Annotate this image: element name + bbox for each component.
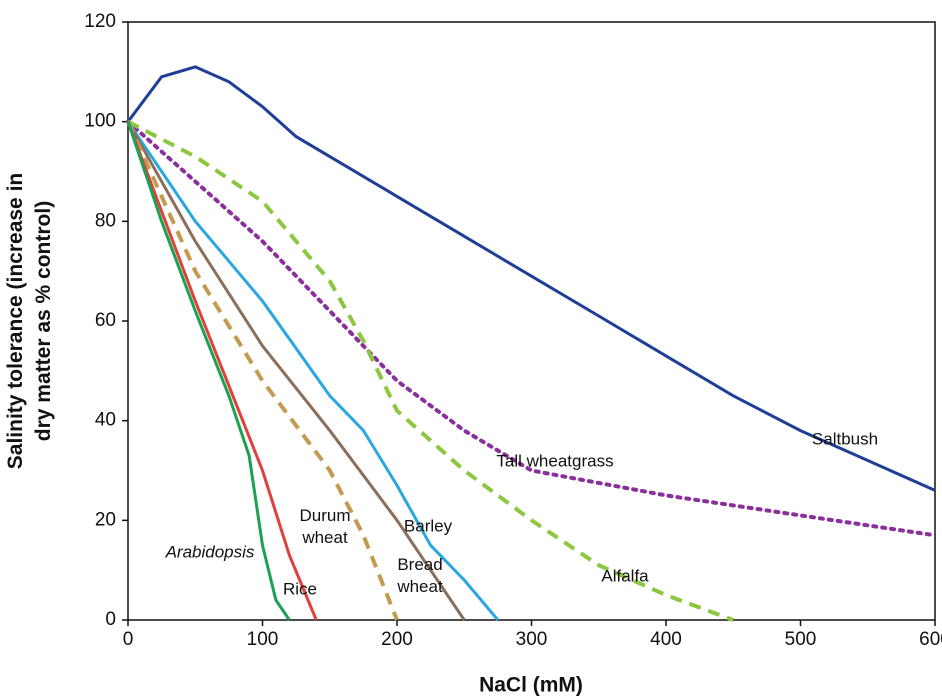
y-tick-label: 80 [95, 210, 116, 231]
y-tick-label: 120 [84, 11, 116, 32]
plot-frame [127, 21, 936, 621]
y-tick-label: 100 [84, 111, 116, 132]
series-label: Tall wheatgrass [496, 451, 613, 470]
y-tick-label: 20 [95, 509, 116, 530]
x-tick-label: 600 [919, 629, 942, 650]
y-axis-title: Salinity tolerance (increase in dry matte… [4, 173, 55, 469]
series-label: Alfalfa [601, 566, 649, 585]
x-tick-label: 100 [247, 629, 279, 650]
x-tick-label: 300 [516, 629, 548, 650]
y-tick-label: 60 [95, 310, 116, 331]
series-line [126, 119, 937, 538]
y-tick-label: 0 [105, 609, 116, 630]
series-line [126, 120, 466, 621]
series-label: Rice [283, 579, 317, 598]
x-tick-label: 0 [123, 629, 134, 650]
series-label: Arabidopsis [165, 542, 255, 561]
series-line [126, 120, 500, 621]
series-label: Durum wheat [299, 506, 350, 547]
x-tick-label: 200 [381, 629, 413, 650]
series-label: Saltbush [812, 429, 878, 448]
series-line [127, 119, 734, 622]
series-line [126, 121, 291, 621]
series-label: Bread wheat [396, 555, 443, 596]
y-tick-label: 40 [95, 410, 116, 431]
x-axis-title: NaCl (mM) [479, 674, 583, 697]
series-label: Barley [404, 516, 453, 535]
series-line [126, 121, 318, 621]
x-tick-label: 400 [650, 629, 682, 650]
series-line [126, 65, 936, 492]
x-tick-label: 500 [785, 629, 817, 650]
series-line [126, 120, 399, 621]
